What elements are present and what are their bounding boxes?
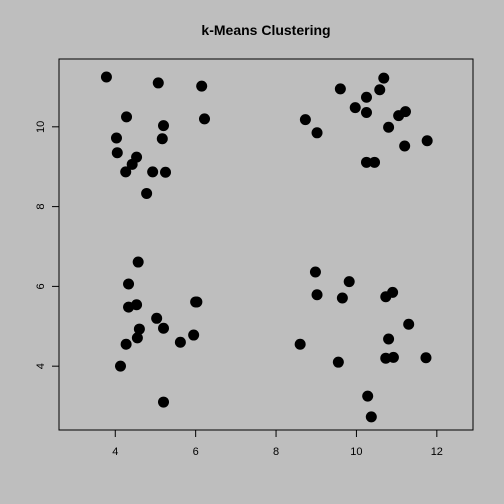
data-point (151, 312, 163, 324)
data-point (362, 390, 374, 402)
data-point (365, 411, 377, 423)
data-point (299, 114, 311, 126)
points-layer (100, 71, 433, 423)
data-point (294, 338, 306, 350)
data-point (123, 278, 135, 290)
data-point (158, 322, 170, 334)
data-point (360, 106, 372, 118)
chart-title: k-Means Clustering (201, 22, 330, 38)
data-point (393, 110, 405, 122)
data-point (380, 352, 392, 364)
x-tick-label: 10 (350, 446, 362, 458)
data-point (158, 396, 170, 408)
data-point (199, 113, 211, 125)
data-point (121, 111, 133, 123)
data-point (311, 127, 323, 139)
data-point (332, 356, 344, 368)
data-point (399, 140, 411, 152)
data-point (141, 187, 153, 199)
y-tick-label: 6 (35, 283, 47, 289)
data-point (360, 91, 372, 103)
data-point (174, 336, 186, 348)
data-point (156, 133, 168, 145)
data-point (374, 84, 386, 96)
x-tick-label: 8 (273, 446, 279, 458)
data-point (309, 266, 321, 278)
x-tick-label: 6 (193, 446, 199, 458)
data-point (160, 166, 172, 178)
data-point (158, 120, 170, 132)
data-point (403, 318, 415, 330)
data-point (196, 80, 208, 92)
x-tick-label: 12 (431, 446, 443, 458)
data-point (132, 256, 144, 268)
y-axis: 4 6 8 10 (35, 121, 60, 369)
y-tick-label: 8 (35, 204, 47, 210)
data-point (336, 292, 348, 304)
data-point (369, 156, 381, 168)
data-point (378, 72, 390, 84)
data-point (147, 166, 159, 178)
data-point (120, 166, 132, 178)
data-point (360, 156, 372, 168)
data-point (421, 135, 433, 147)
data-point (343, 276, 355, 288)
data-point (123, 301, 135, 313)
data-point (114, 360, 126, 372)
data-point (191, 296, 203, 308)
data-point (380, 291, 392, 303)
data-point (188, 329, 200, 341)
data-point (120, 338, 132, 350)
data-point (100, 71, 112, 83)
data-point (152, 77, 164, 89)
data-point (349, 102, 361, 114)
data-point (420, 352, 432, 364)
data-point (131, 332, 143, 344)
data-point (133, 323, 145, 335)
data-point (383, 121, 395, 133)
data-point (111, 147, 123, 159)
data-point (110, 132, 122, 144)
y-tick-label: 10 (35, 121, 47, 133)
y-tick-label: 4 (35, 363, 47, 369)
x-tick-label: 4 (112, 446, 118, 458)
x-axis: 4 6 8 10 12 (112, 429, 443, 458)
data-point (126, 158, 138, 170)
data-point (311, 289, 323, 301)
data-point (383, 333, 395, 345)
data-point (334, 83, 346, 95)
